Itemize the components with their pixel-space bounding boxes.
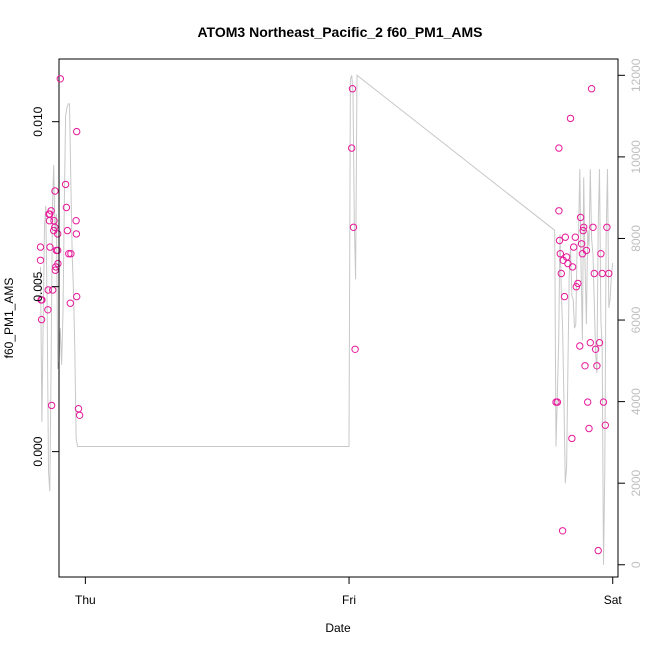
data-point xyxy=(47,401,56,410)
data-point xyxy=(555,236,564,245)
data-point xyxy=(580,223,588,232)
data-point xyxy=(49,286,57,294)
data-point xyxy=(589,223,597,232)
x-axis-label: Date xyxy=(325,621,351,635)
data-point xyxy=(56,75,64,83)
data-point xyxy=(574,279,582,288)
data-point xyxy=(591,345,600,353)
data-point xyxy=(585,424,593,433)
data-point xyxy=(579,226,587,235)
data-point xyxy=(553,398,562,406)
data-point xyxy=(561,233,569,241)
y-tick-label: 0.000 xyxy=(31,436,45,466)
left-axis: 0.000 0.005 0.010 xyxy=(31,106,60,467)
data-point xyxy=(568,434,576,443)
y2-tick-label: 2000 xyxy=(629,470,643,497)
data-point xyxy=(594,546,602,555)
data-point xyxy=(46,210,54,218)
y2-tick-label: 10000 xyxy=(629,140,643,174)
data-point xyxy=(73,292,81,301)
y-tick-label: 0.005 xyxy=(31,271,45,301)
y-tick-label: 0.010 xyxy=(31,106,45,136)
data-point xyxy=(584,398,592,406)
data-point xyxy=(47,207,55,215)
data-point xyxy=(605,269,613,278)
data-point xyxy=(555,144,563,152)
data-point xyxy=(603,223,611,232)
data-point xyxy=(582,246,591,255)
data-point xyxy=(601,421,609,429)
data-point xyxy=(349,223,358,232)
data-point xyxy=(558,527,567,535)
data-point xyxy=(75,411,84,419)
y-axis-label: f60_PM1_AMS xyxy=(2,278,16,359)
data-point xyxy=(581,362,589,370)
data-point xyxy=(595,339,604,347)
data-point xyxy=(54,230,62,238)
data-point xyxy=(61,180,70,189)
data-point xyxy=(348,144,356,152)
data-point xyxy=(37,315,46,324)
data-point xyxy=(73,127,81,136)
data-point xyxy=(51,223,59,232)
data-point xyxy=(555,207,563,215)
y2-tick-label: 0 xyxy=(629,561,643,568)
data-point xyxy=(556,250,564,258)
data-point xyxy=(44,286,52,294)
plot-frame xyxy=(58,58,619,578)
data-point xyxy=(587,85,596,93)
data-point xyxy=(576,342,584,350)
data-point xyxy=(560,292,569,301)
x-tick-label: Sat xyxy=(604,593,623,607)
data-point xyxy=(72,217,80,225)
data-point xyxy=(38,296,46,304)
data-point xyxy=(571,233,579,241)
data-point xyxy=(599,398,608,406)
series-line-layer xyxy=(40,74,614,565)
y2-tick-label: 8000 xyxy=(629,225,643,252)
data-point xyxy=(72,230,81,238)
data-point xyxy=(557,269,565,278)
data-point xyxy=(67,250,75,258)
x-tick-label: Fri xyxy=(342,593,356,607)
y2-tick-label: 6000 xyxy=(629,306,643,333)
data-point xyxy=(63,226,72,235)
data-point xyxy=(577,240,586,248)
data-point xyxy=(597,250,605,258)
chart-title: ATOM3 Northeast_Pacific_2 f60_PM1_AMS xyxy=(197,24,482,40)
bottom-axis: Thu Fri Sat xyxy=(75,576,623,607)
data-point xyxy=(62,203,71,212)
series-line xyxy=(40,74,614,565)
data-point xyxy=(36,256,45,264)
right-axis: 0 2000 4000 6000 8000 10000 12000 xyxy=(618,58,643,568)
data-point xyxy=(586,339,594,347)
y2-tick-label: 12000 xyxy=(629,58,643,92)
data-point xyxy=(568,263,577,271)
data-point xyxy=(598,269,606,278)
data-point xyxy=(570,243,578,251)
data-point xyxy=(351,345,359,353)
data-point xyxy=(590,269,598,278)
x-tick-label: Thu xyxy=(75,593,96,607)
data-point xyxy=(54,259,62,268)
data-point xyxy=(51,187,59,195)
data-point xyxy=(54,246,62,255)
y2-tick-label: 4000 xyxy=(629,388,643,415)
data-point xyxy=(46,243,54,251)
data-point xyxy=(44,306,52,314)
data-point xyxy=(348,85,357,93)
data-point xyxy=(66,299,75,307)
series-points-layer xyxy=(36,75,613,555)
data-point xyxy=(566,114,575,123)
data-point xyxy=(36,243,45,251)
data-point xyxy=(576,213,585,222)
data-point xyxy=(593,362,601,370)
data-point xyxy=(74,405,83,413)
data-point xyxy=(65,250,73,258)
